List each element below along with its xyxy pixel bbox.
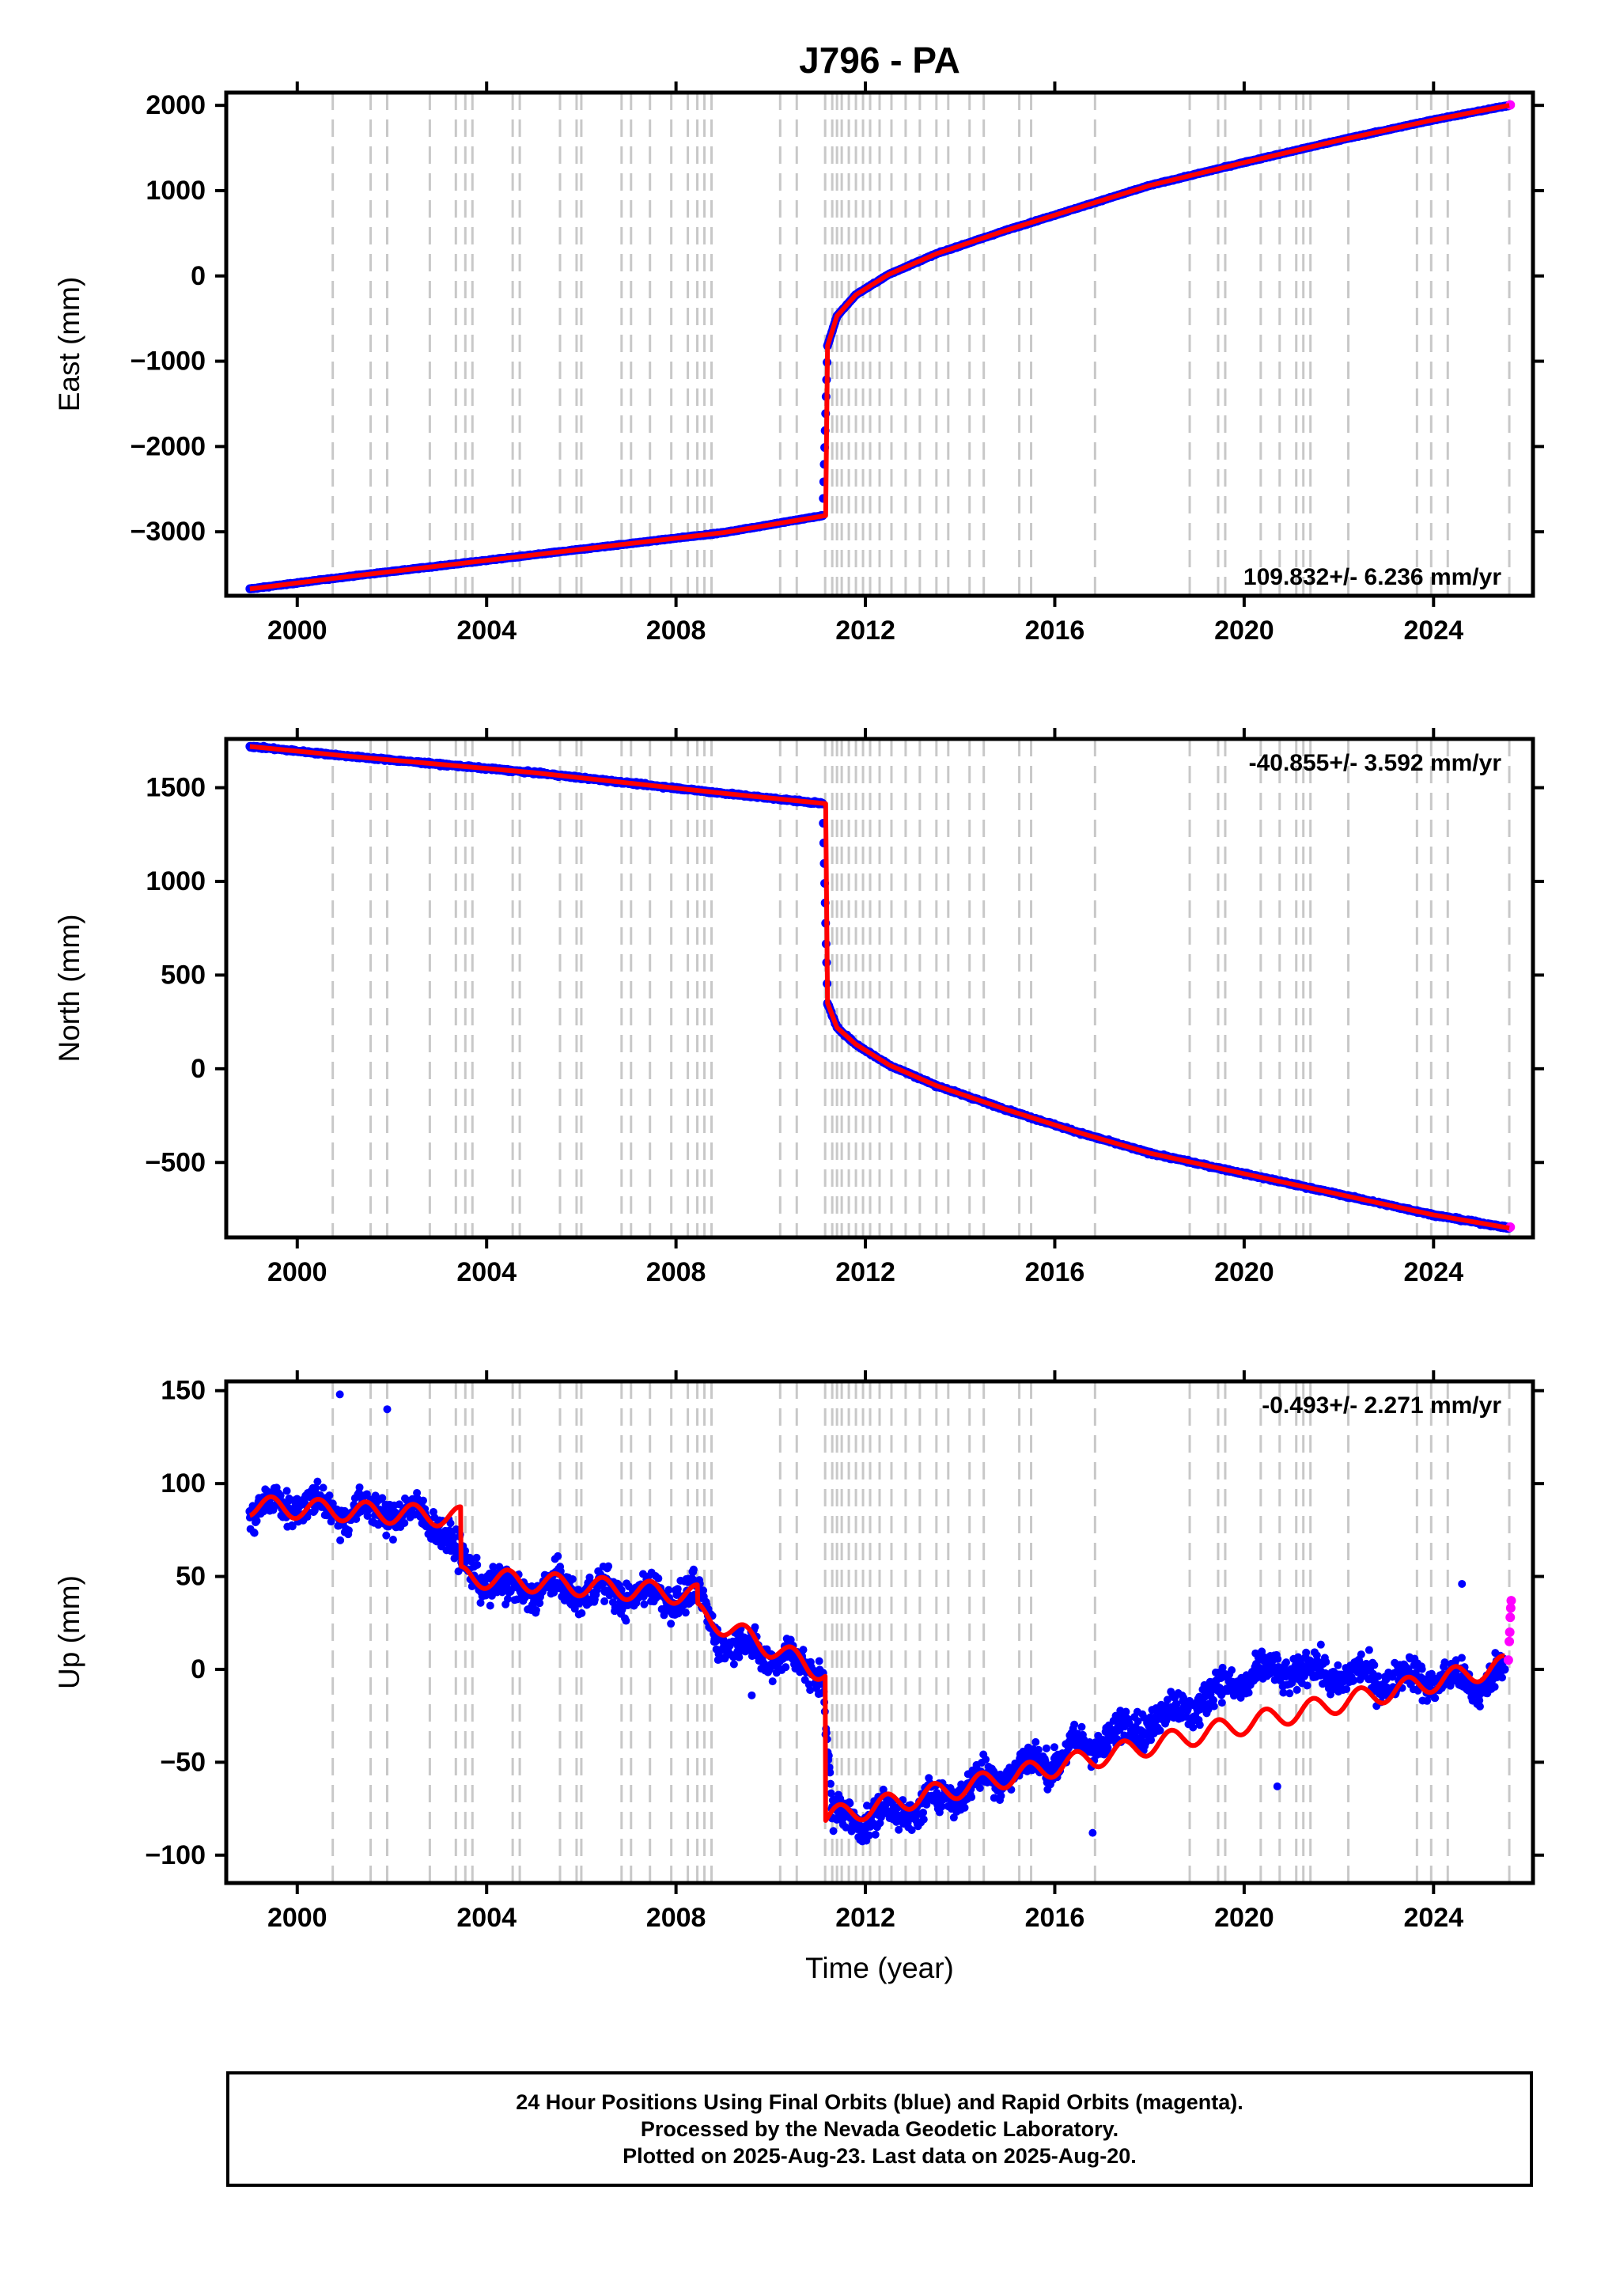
x-tick-label: 2008 [646, 616, 706, 646]
y-tick-label: 0 [191, 261, 206, 291]
x-tick-label: 2024 [1403, 616, 1463, 646]
y-tick-label: 1000 [146, 176, 206, 206]
x-tick-label: 2020 [1214, 616, 1274, 646]
y-axis-label: East (mm) [53, 277, 85, 412]
rate-label: 109.832+/- 6.236 mm/yr [1243, 564, 1501, 590]
plot-frame [224, 90, 1535, 598]
y-tick-label: −3000 [131, 517, 206, 547]
x-tick-label: 2000 [267, 616, 327, 646]
x-tick-label: 2012 [835, 616, 895, 646]
panel-east: 2000 1000 0 −1000 −2000 −3000 2000 2004 2008 2012… [53, 81, 1544, 646]
y-tick-label: −1000 [131, 347, 206, 377]
x-tick-label: 2016 [1025, 616, 1085, 646]
model-curve [249, 103, 1510, 592]
x-tick-label: 2004 [456, 616, 517, 646]
chart-title: J796 - PA [799, 40, 960, 81]
y-tick-label: −2000 [131, 431, 206, 461]
y-tick-label: 2000 [146, 90, 206, 120]
